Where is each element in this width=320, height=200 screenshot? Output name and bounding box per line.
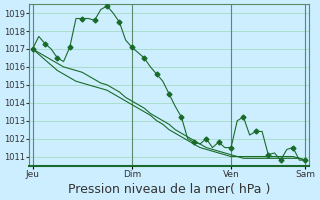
X-axis label: Pression niveau de la mer( hPa ): Pression niveau de la mer( hPa ) <box>68 183 270 196</box>
